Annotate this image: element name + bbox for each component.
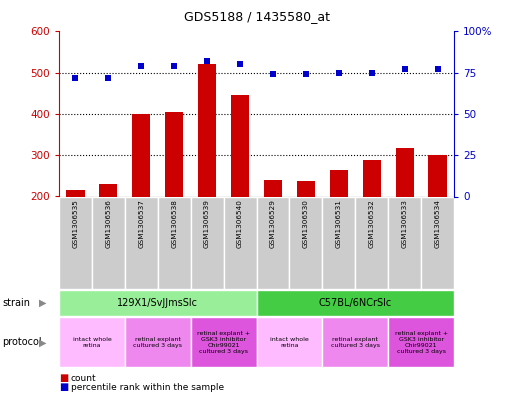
Point [302,71,310,77]
Bar [264,180,282,196]
Text: 129X1/SvJJmsSlc: 129X1/SvJJmsSlc [117,298,198,308]
Text: intact whole
retina: intact whole retina [72,337,111,348]
Text: retinal explant
cultured 3 days: retinal explant cultured 3 days [133,337,182,348]
Text: strain: strain [3,298,31,308]
Bar [92,196,125,289]
Text: ■: ■ [59,373,68,383]
Point [236,61,244,68]
Text: GSM1306540: GSM1306540 [237,199,243,248]
Bar [396,148,413,196]
Text: GSM1306534: GSM1306534 [435,199,441,248]
Bar [231,95,249,196]
Bar [322,317,388,367]
Point [433,66,442,73]
Text: ▶: ▶ [39,337,46,347]
Text: GSM1306533: GSM1306533 [402,199,408,248]
Text: GSM1306539: GSM1306539 [204,199,210,248]
Bar [191,317,256,367]
Bar [125,317,191,367]
Bar [421,196,454,289]
Bar [59,290,256,316]
Bar [256,290,454,316]
Point [71,75,80,81]
Text: count: count [71,374,96,382]
Bar [428,155,447,196]
Bar [224,196,256,289]
Point [170,63,179,69]
Text: percentile rank within the sample: percentile rank within the sample [71,383,224,391]
Point [368,70,376,76]
Text: intact whole
retina: intact whole retina [270,337,309,348]
Bar [158,196,191,289]
Text: GSM1306536: GSM1306536 [105,199,111,248]
Bar [100,184,117,196]
Bar [191,196,224,289]
Bar [59,196,92,289]
Bar [363,160,381,196]
Text: ▶: ▶ [39,298,46,308]
Text: GSM1306531: GSM1306531 [336,199,342,248]
Text: protocol: protocol [3,337,42,347]
Bar [289,196,322,289]
Bar [256,317,322,367]
Text: GSM1306530: GSM1306530 [303,199,309,248]
Text: ■: ■ [59,382,68,392]
Text: GSM1306535: GSM1306535 [72,199,78,248]
Bar [132,114,150,196]
Bar [297,181,315,196]
Text: retinal explant +
GSK3 inhibitor
Chir99021
cultured 3 days: retinal explant + GSK3 inhibitor Chir990… [394,331,448,353]
Bar [59,317,125,367]
Bar [388,196,421,289]
Text: retinal explant +
GSK3 inhibitor
Chir99021
cultured 3 days: retinal explant + GSK3 inhibitor Chir990… [197,331,250,353]
Text: retinal explant
cultured 3 days: retinal explant cultured 3 days [331,337,380,348]
Bar [125,196,158,289]
Bar [322,196,355,289]
Bar [66,190,85,196]
Point [203,58,211,64]
Bar [388,317,454,367]
Text: C57BL/6NCrSlc: C57BL/6NCrSlc [319,298,392,308]
Bar [355,196,388,289]
Bar [330,170,348,196]
Bar [165,112,183,196]
Point [269,71,277,77]
Text: GSM1306538: GSM1306538 [171,199,177,248]
Point [104,75,112,81]
Text: GSM1306532: GSM1306532 [369,199,374,248]
Point [334,70,343,76]
Bar [198,64,216,196]
Point [401,66,409,73]
Point [137,63,145,69]
Text: GSM1306529: GSM1306529 [270,199,276,248]
Bar [256,196,289,289]
Text: GSM1306537: GSM1306537 [139,199,144,248]
Text: GDS5188 / 1435580_at: GDS5188 / 1435580_at [184,10,329,23]
